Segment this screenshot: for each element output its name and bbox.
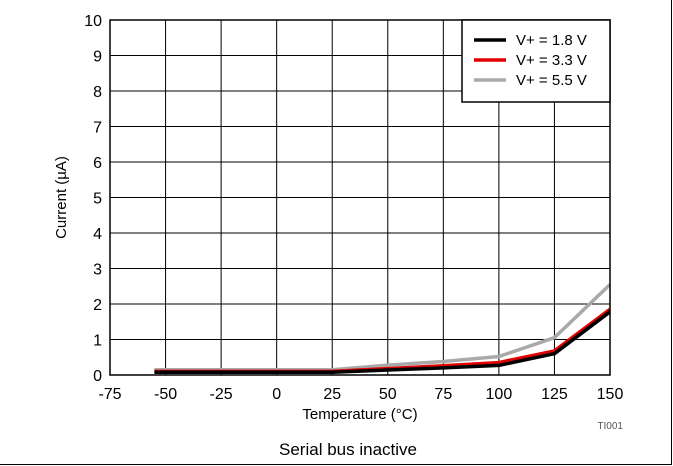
y-tick-label: 2 — [93, 297, 102, 314]
legend-label: V+ = 5.5 V — [516, 72, 587, 89]
y-axis-title: Current (µA) — [53, 156, 70, 239]
y-tick-label: 1 — [93, 333, 102, 350]
y-tick-label: 7 — [93, 120, 102, 137]
x-tick-label: 0 — [272, 386, 281, 403]
x-axis-title: Temperature (°C) — [302, 406, 417, 423]
y-tick-label: 5 — [93, 191, 102, 208]
legend-label: V+ = 1.8 V — [516, 32, 587, 49]
legend-label: V+ = 3.3 V — [516, 52, 587, 69]
chart-caption: Serial bus inactive — [279, 440, 417, 459]
x-tick-label: 150 — [597, 386, 624, 403]
x-tick-label: 25 — [323, 386, 341, 403]
y-tick-label: 8 — [93, 84, 102, 101]
x-tick-label: -75 — [98, 386, 121, 403]
y-tick-labels: 0 1 2 3 4 5 6 7 8 9 10 — [84, 13, 102, 385]
y-tick-label: 9 — [93, 49, 102, 66]
series-lines — [154, 283, 612, 374]
x-tick-label: 50 — [379, 386, 397, 403]
y-tick-label: 0 — [93, 368, 102, 385]
y-tick-label: 6 — [93, 155, 102, 172]
plot-border — [109, 19, 611, 376]
y-tick-label: 10 — [84, 13, 102, 30]
x-tick-label: -50 — [154, 386, 177, 403]
series-line-3 — [154, 310, 612, 374]
y-tick-label: 4 — [93, 226, 102, 243]
x-tick-label: 125 — [541, 386, 568, 403]
figure-id: TI001 — [597, 421, 623, 432]
x-tick-label: 75 — [434, 386, 452, 403]
x-tick-label: 100 — [486, 386, 513, 403]
y-tick-label: 3 — [93, 262, 102, 279]
legend: V+ = 1.8 V V+ = 3.3 V V+ = 5.5 V — [461, 19, 611, 103]
x-tick-labels: -75 -50 -25 0 25 50 75 100 125 150 — [98, 386, 623, 403]
x-tick-label: -25 — [210, 386, 233, 403]
